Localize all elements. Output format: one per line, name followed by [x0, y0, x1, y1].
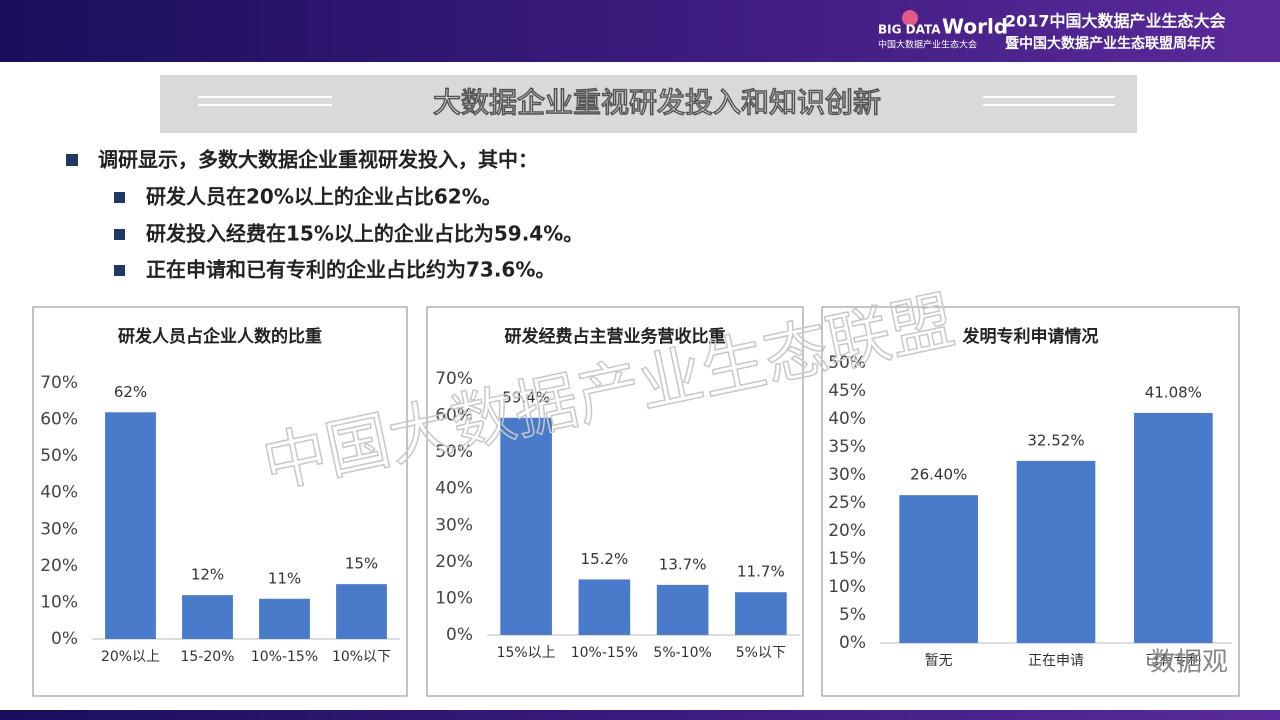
bar	[182, 595, 233, 639]
logo-sub: 中国大数据产业生态大会	[878, 39, 977, 51]
footer-bar	[0, 710, 1280, 720]
bullet-icon	[114, 229, 125, 240]
bar	[336, 584, 387, 639]
y-tick-label: 45%	[828, 381, 866, 401]
x-tick-label: 15%以上	[497, 645, 556, 661]
bullet-icon	[114, 192, 125, 203]
x-tick-label: 10%-15%	[571, 645, 638, 661]
x-tick-label: 15-20%	[181, 649, 235, 665]
x-tick-label: 已有专利	[1145, 653, 1201, 669]
y-tick-label: 30%	[435, 515, 473, 535]
y-tick-label: 50%	[828, 353, 866, 373]
y-tick-label: 0%	[446, 625, 473, 645]
value-label: 41.08%	[1145, 383, 1202, 401]
value-label: 11.7%	[737, 563, 785, 581]
chart-title: 研发人员占企业人数的比重	[118, 326, 322, 347]
y-tick-label: 20%	[828, 521, 866, 541]
y-tick-label: 15%	[828, 549, 866, 569]
value-label: 13.7%	[659, 555, 707, 573]
chart-title: 发明专利申请情况	[962, 326, 1099, 347]
x-tick-label: 10%以下	[332, 649, 391, 665]
bullet-sub: 研发投入经费在15%以上的企业占比为59.4%。	[146, 222, 583, 246]
y-tick-label: 40%	[435, 479, 473, 499]
bar	[105, 412, 156, 639]
y-tick-label: 10%	[828, 577, 866, 597]
bar	[500, 417, 552, 635]
title-decoration	[198, 96, 1115, 106]
value-label: 26.40%	[910, 466, 967, 484]
bar	[1016, 460, 1096, 643]
x-tick-label: 正在申请	[1028, 653, 1084, 669]
bullet-icon	[114, 265, 125, 276]
bar	[899, 495, 978, 643]
value-label: 12%	[191, 566, 224, 584]
x-tick-label: 暂无	[925, 653, 953, 669]
y-tick-label: 35%	[828, 437, 866, 457]
x-tick-label: 20%以上	[101, 649, 160, 665]
bar	[656, 584, 709, 635]
value-label: 11%	[268, 569, 301, 587]
logo-big: BIG DATA	[878, 23, 941, 37]
value-label: 59.4%	[502, 388, 550, 406]
logo-world: World	[942, 15, 1008, 39]
bar	[259, 598, 310, 639]
value-label: 15%	[345, 555, 378, 573]
y-tick-label: 25%	[828, 493, 866, 513]
y-tick-label: 70%	[435, 369, 473, 389]
value-label: 15.2%	[581, 550, 629, 568]
slide-title: 大数据企业重视研发投入和知识创新	[433, 86, 881, 119]
charts: 研发人员占企业人数的比重 0% 10% 20% 30% 40% 50% 60% 70% 20%以上…	[32, 306, 1240, 697]
bullet-icon	[66, 154, 78, 166]
y-tick-label: 10%	[40, 592, 78, 612]
bullet-sub: 正在申请和已有专利的企业占比约为73.6%。	[146, 258, 555, 282]
y-tick-label: 10%	[435, 588, 473, 608]
x-tick-label: 5%以下	[736, 645, 786, 661]
y-tick-label: 0%	[51, 629, 78, 649]
corner-mark: 数据观	[1150, 648, 1228, 678]
bar	[735, 592, 787, 635]
y-tick-label: 40%	[40, 483, 78, 503]
y-tick-label: 60%	[40, 410, 78, 430]
x-tick-label: 5%-10%	[653, 645, 711, 661]
y-tick-label: 40%	[828, 409, 866, 429]
y-tick-label: 20%	[40, 556, 78, 576]
logo-icon	[902, 10, 918, 26]
value-label: 32.52%	[1027, 431, 1084, 449]
bar	[1134, 412, 1213, 643]
y-tick-label: 30%	[40, 519, 78, 539]
y-tick-label: 5%	[839, 605, 866, 625]
header-bar	[0, 0, 1280, 62]
y-tick-label: 50%	[435, 442, 473, 462]
bullet-main: 调研显示，多数大数据企业重视研发投入，其中：	[98, 148, 538, 172]
bullet-sub: 研发人员在20%以上的企业占比62%。	[146, 185, 502, 209]
y-tick-label: 70%	[40, 373, 78, 393]
value-label: 62%	[114, 383, 147, 401]
chart-title: 研发经费占主营业务营收比重	[505, 326, 726, 347]
event-line1: 2017中国大数据产业生态大会	[1005, 12, 1226, 31]
y-tick-label: 0%	[839, 633, 866, 653]
bar	[578, 579, 631, 635]
x-tick-label: 10%-15%	[251, 649, 318, 665]
event-line2: 暨中国大数据产业生态联盟周年庆	[1005, 35, 1215, 52]
y-tick-label: 20%	[435, 552, 473, 572]
y-tick-label: 50%	[40, 446, 78, 466]
y-tick-label: 30%	[828, 465, 866, 485]
y-tick-label: 60%	[435, 406, 473, 426]
